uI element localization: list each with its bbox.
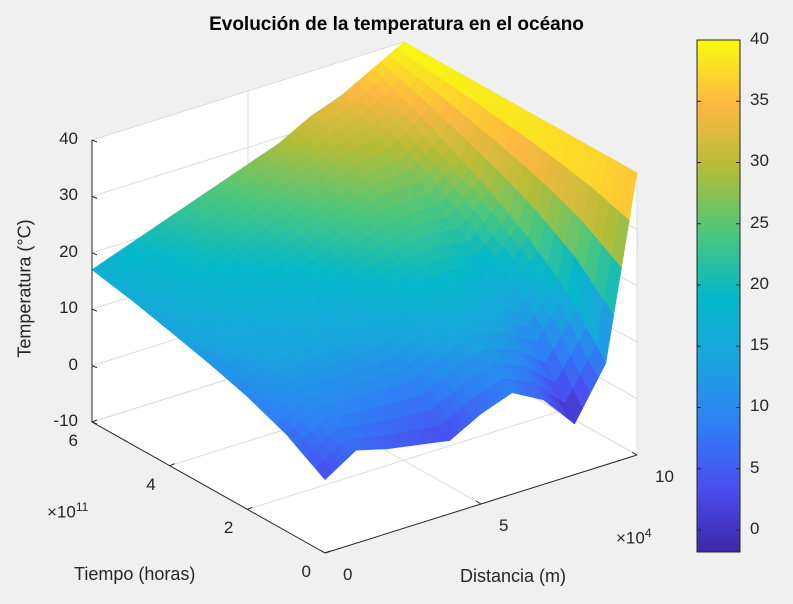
x-tick-label: 10 xyxy=(655,467,674,486)
z-tick-label: -10 xyxy=(53,411,78,430)
y-tick-label: 6 xyxy=(68,431,78,450)
y-axis-line xyxy=(91,421,326,554)
z-tick-label: 0 xyxy=(68,354,78,374)
x-tick xyxy=(319,549,326,554)
y-exponent-power: 11 xyxy=(75,500,89,514)
z-tick xyxy=(91,195,98,199)
colorbar xyxy=(696,39,741,553)
y-gridline xyxy=(247,410,560,510)
colorbar-tick-label: 0 xyxy=(750,518,760,538)
y-tick xyxy=(169,463,175,467)
y-tick-label: 0 xyxy=(301,562,311,581)
z-tick xyxy=(91,365,98,369)
x-exponent-power: 4 xyxy=(644,526,652,540)
colorbar-tick-label: 25 xyxy=(750,212,769,232)
y-axis-label: Tiempo (horas) xyxy=(74,564,196,584)
x-exponent: ×104 xyxy=(616,526,652,549)
z-tick-label: 10 xyxy=(59,298,78,318)
y-tick-label: 4 xyxy=(146,474,156,494)
z-axis-label: Temperatura (°C) xyxy=(14,219,35,358)
chart-title: Evolución de la temperatura en el océano xyxy=(209,14,584,35)
colorbar-tick-label: 15 xyxy=(750,335,769,355)
x-tick xyxy=(475,500,482,505)
z-tick xyxy=(91,139,98,143)
z-tick xyxy=(91,252,98,256)
colorbar-tick-label: 30 xyxy=(750,151,769,171)
z-tick-label: 30 xyxy=(59,185,78,205)
x-exponent-base: ×10 xyxy=(616,528,645,548)
z-tick xyxy=(91,308,98,312)
y-tick xyxy=(324,550,331,554)
axis-lines xyxy=(91,139,638,554)
z-tick xyxy=(91,421,98,425)
colorbar-tick-label: 40 xyxy=(750,29,769,48)
colorbar-tick-label: 35 xyxy=(750,90,769,110)
z-tick-label: 20 xyxy=(59,241,78,261)
x-tick xyxy=(631,451,638,456)
colorbar-tick-label: 20 xyxy=(750,273,769,293)
y-tick xyxy=(91,419,98,423)
surface xyxy=(91,41,638,481)
x-axis-label: Distancia (m) xyxy=(460,566,567,586)
y-exponent-base: ×10 xyxy=(47,502,76,522)
x-tick-label: 0 xyxy=(343,565,353,584)
surface-patch xyxy=(314,460,334,481)
colorbar-tick-label: 10 xyxy=(750,396,769,416)
z-tick-label: 40 xyxy=(59,129,78,148)
colorbar-ticks xyxy=(697,39,740,531)
y-tick-label: 2 xyxy=(223,518,234,538)
x-tick-label: 5 xyxy=(499,516,509,535)
y-tick xyxy=(247,506,253,510)
y-exponent: ×1011 xyxy=(47,500,88,523)
colorbar-tick-label: 5 xyxy=(750,457,760,477)
